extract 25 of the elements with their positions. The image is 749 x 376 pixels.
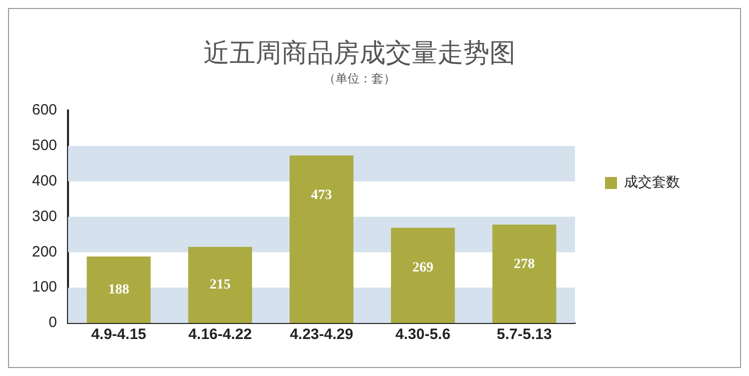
data-label: 269 xyxy=(412,260,434,276)
chart-subtitle: （单位：套） xyxy=(324,72,396,86)
data-label: 473 xyxy=(311,188,332,204)
y-tick-label: 0 xyxy=(48,314,58,332)
x-tick-label: 5.7-5.13 xyxy=(496,326,552,344)
x-tick-label: 4.9-4.15 xyxy=(91,326,146,344)
data-label: 278 xyxy=(514,257,535,272)
data-label: 215 xyxy=(210,278,231,293)
x-tick-label: 4.30-5.6 xyxy=(395,326,450,344)
data-label: 188 xyxy=(108,282,130,298)
bar xyxy=(188,246,252,323)
y-tick-label: 300 xyxy=(32,208,58,225)
y-tick-label: 100 xyxy=(32,278,58,296)
x-tick-label: 4.23-4.29 xyxy=(290,326,354,344)
bar xyxy=(492,224,556,323)
y-tick-label: 200 xyxy=(32,243,58,260)
legend-label: 成交套数 xyxy=(624,174,680,191)
x-tick-label: 4.16-4.22 xyxy=(188,326,252,344)
y-tick-label: 500 xyxy=(32,137,58,154)
y-tick-label: 600 xyxy=(32,102,58,119)
bar xyxy=(86,256,151,323)
bar xyxy=(290,156,354,323)
bar xyxy=(390,228,455,323)
chart-title: 近五周商品房成交量走势图 xyxy=(204,38,516,68)
y-tick-label: 400 xyxy=(32,172,58,190)
